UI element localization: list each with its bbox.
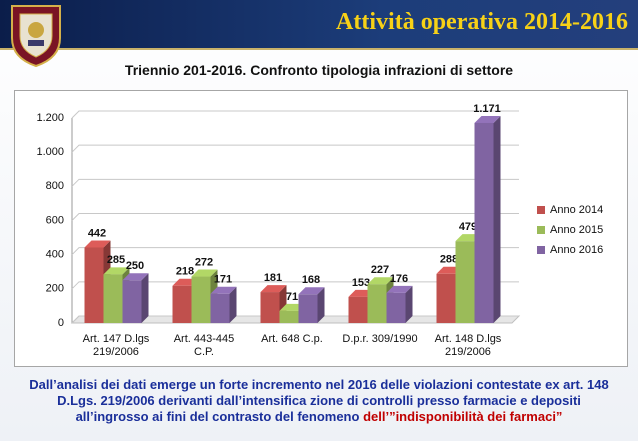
legend-label: Anno 2016	[550, 244, 603, 256]
bar	[84, 247, 104, 323]
y-tick-label: 200	[46, 283, 64, 295]
value-label: 442	[88, 227, 106, 239]
bar	[279, 310, 299, 323]
grid-line	[71, 110, 519, 119]
x-tick-label: 219/2006	[93, 346, 139, 358]
legend-label: Anno 2014	[550, 204, 603, 216]
x-tick-label: 219/2006	[445, 346, 491, 358]
title: Attività operativa 2014-2016	[336, 9, 628, 35]
value-label: 285	[107, 254, 125, 266]
bar	[260, 292, 280, 323]
footer-line: D.Lgs. 219/2006 derivanti dall’intensifi…	[57, 393, 581, 408]
value-label: 1.171	[473, 103, 501, 115]
bar-top	[210, 286, 237, 294]
footer: Dall’analisi dei dati emerge un forte in…	[0, 377, 638, 425]
bar-side	[317, 287, 325, 323]
bar	[191, 276, 211, 323]
bar	[474, 122, 494, 323]
x-tick-label: Art. 648 C.p.	[261, 333, 323, 345]
bar-side	[405, 285, 413, 323]
y-tick-label: 400	[46, 249, 64, 261]
subtitle: Triennio 201-2016. Confronto tipologia i…	[124, 62, 514, 78]
bar	[172, 285, 192, 323]
bar	[122, 280, 142, 323]
legend-swatch	[537, 246, 545, 254]
bar	[455, 241, 475, 323]
bar	[367, 284, 387, 323]
footer-line: all’ingrosso ai fini del contrasto del f…	[0, 409, 638, 425]
emblem	[11, 5, 61, 68]
bar-top	[386, 285, 413, 293]
y-tick-label: 1.200	[36, 112, 64, 124]
footer-highlight: dell’”indisponibilità dei farmaci”	[363, 409, 563, 424]
x-tick-label: Art. 443-445	[174, 333, 235, 345]
value-label: 181	[264, 272, 282, 284]
grid-line	[71, 178, 519, 187]
x-tick-label: C.P.	[194, 346, 214, 358]
bar-side	[141, 273, 149, 323]
value-label: 168	[302, 274, 320, 286]
bar-top	[474, 115, 501, 123]
legend-swatch	[537, 226, 545, 234]
value-label: 71	[286, 291, 298, 303]
header-band: Attività operativa 2014-2016	[0, 0, 638, 68]
bar-top	[103, 267, 130, 275]
bar	[386, 292, 406, 323]
bar-top	[84, 240, 111, 248]
value-label: 250	[126, 260, 144, 272]
legend-label: Anno 2015	[550, 224, 603, 236]
grid-line	[71, 247, 519, 256]
value-label: 227	[371, 264, 389, 276]
value-label: 171	[214, 274, 232, 286]
bar	[348, 296, 368, 323]
value-label: 153	[352, 277, 370, 289]
bar-top	[367, 277, 394, 285]
footer-text: all’ingrosso ai fini del contrasto del f…	[75, 409, 364, 424]
x-tick-label: Art. 148 D.lgs	[435, 333, 502, 345]
footer-line: Dall’analisi dei dati emerge un forte in…	[29, 377, 609, 392]
value-label: 272	[195, 256, 213, 268]
x-tick-label: D.p.r. 309/1990	[342, 333, 417, 345]
bar-top	[260, 285, 287, 293]
x-tick-label: Art. 147 D.lgs	[83, 333, 150, 345]
bar-side	[229, 286, 237, 323]
value-label: 218	[176, 266, 194, 278]
bar	[436, 273, 456, 323]
value-label: 176	[390, 273, 408, 285]
value-label: 479	[459, 221, 477, 233]
value-label: 288	[440, 254, 458, 266]
bar	[210, 293, 230, 323]
y-tick-label: 800	[46, 180, 64, 192]
chart-frame	[14, 90, 628, 367]
bar-top	[298, 287, 325, 295]
y-tick-label: 0	[58, 317, 64, 329]
bar	[103, 274, 123, 323]
bar-top	[191, 269, 218, 277]
bar	[298, 294, 318, 323]
grid-line	[71, 213, 519, 221]
y-tick-label: 600	[46, 214, 64, 226]
grid-line	[71, 144, 519, 153]
y-tick-label: 1.000	[36, 146, 64, 158]
bar-side	[493, 115, 501, 323]
bar-top	[122, 273, 149, 281]
legend-swatch	[537, 206, 545, 214]
